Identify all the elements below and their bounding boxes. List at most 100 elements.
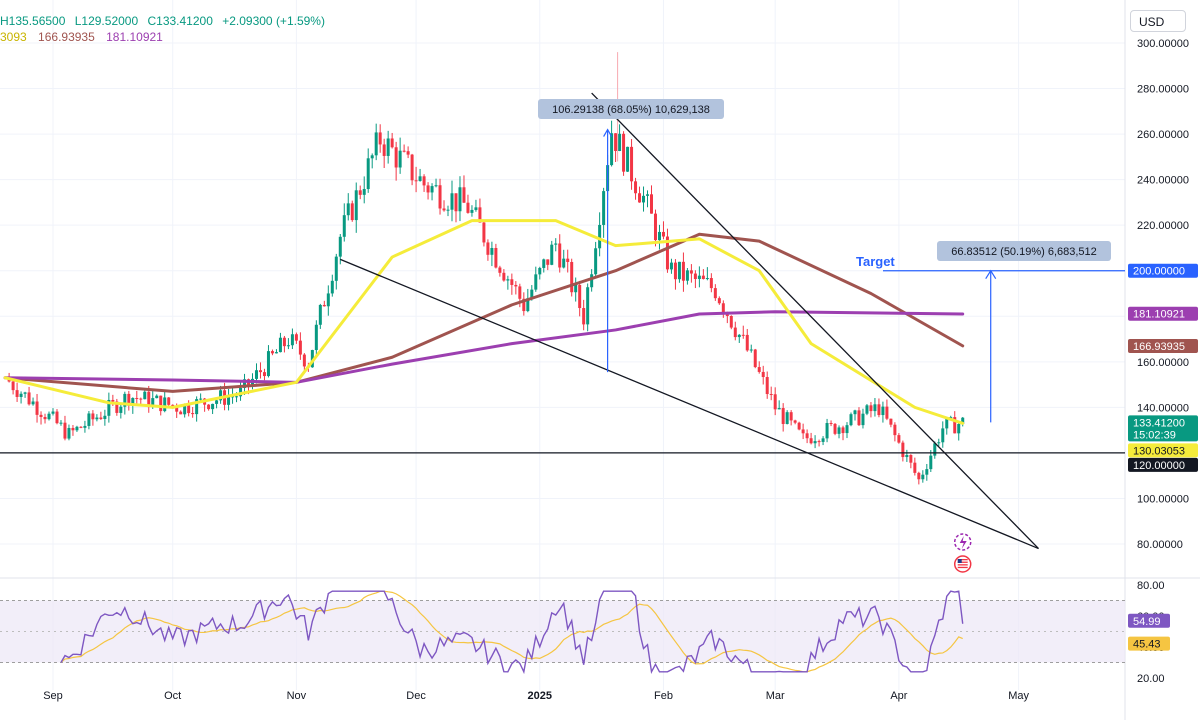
candle-body <box>434 185 438 187</box>
candle-body <box>514 284 518 287</box>
candle-body <box>753 349 757 368</box>
candle-body <box>422 176 426 186</box>
ma-fast-value: 3093 <box>0 30 27 44</box>
candle-body <box>554 243 558 245</box>
price-labels: 200.00000 181.10921 166.93935 133.4120015:0… <box>1128 263 1198 651</box>
price-label-bg <box>1128 263 1198 278</box>
ma-mid-value: 166.93935 <box>38 30 95 44</box>
candle-body <box>705 278 709 280</box>
price-tick-label: 280.00000 <box>1137 84 1189 96</box>
candle-body <box>302 354 306 367</box>
rsi-value-text: 54.99 <box>1133 616 1161 628</box>
candle-body <box>147 391 151 408</box>
price-tick-label: 80.00000 <box>1137 539 1183 551</box>
candle-body <box>382 144 386 156</box>
ohlc-close: C133.41200 <box>147 14 213 28</box>
time-tick-label: Sep <box>43 690 63 702</box>
candle-body <box>494 247 498 268</box>
candle-body <box>386 138 390 156</box>
candle-body <box>689 270 693 274</box>
candle-body <box>642 195 646 203</box>
candle-body <box>809 438 813 444</box>
candle-body <box>709 278 713 289</box>
candle-body <box>893 424 897 436</box>
candle-body <box>857 410 861 426</box>
candle-body <box>829 423 833 425</box>
candle-body <box>526 298 530 312</box>
candle-body <box>793 420 797 423</box>
candle-body <box>454 193 458 212</box>
candle-body <box>486 242 490 255</box>
candle-body <box>258 370 262 373</box>
candle-body <box>713 288 717 299</box>
price-tick-label: 240.00000 <box>1137 175 1189 187</box>
ohlc-change: +2.09300 (+1.59%) <box>222 14 325 28</box>
candle-body <box>873 404 877 412</box>
candle-body <box>95 417 99 420</box>
candle-body <box>837 427 841 434</box>
candle-body <box>757 367 761 372</box>
measure-label-2: 66.83512 (50.19%) 6,683,512 <box>937 241 1111 261</box>
candle-body <box>610 133 614 166</box>
candle-body <box>462 187 466 203</box>
candle-body <box>558 243 562 268</box>
moving-average-line <box>3 232 965 393</box>
candle-body <box>15 390 19 397</box>
candle-body <box>119 406 123 413</box>
candle-body <box>498 267 502 273</box>
candle-body <box>582 308 586 325</box>
candle-body <box>845 425 849 434</box>
price-label-text: 181.10921 <box>1133 309 1185 321</box>
candle-body <box>338 236 342 257</box>
candle-body <box>270 351 274 354</box>
candle-body <box>825 423 829 439</box>
countdown-label: 15:02:39 <box>1133 429 1176 441</box>
candle-body <box>458 187 462 212</box>
candle-body <box>219 390 223 401</box>
flag-stripe <box>957 559 968 561</box>
candle-body <box>47 413 51 420</box>
candle-body <box>23 392 27 394</box>
time-axis[interactable]: Sep Oct Nov Dec 2025 Feb Mar Apr May <box>43 690 1029 702</box>
candle-body <box>99 417 103 419</box>
candle-body <box>889 418 893 425</box>
candle-body <box>370 155 374 159</box>
candle-body <box>638 193 642 203</box>
moving-average-line <box>3 219 965 425</box>
trendline-drawings[interactable]: 106.29138 (68.05%) 10,629,138 66.83512 (5… <box>0 92 1125 550</box>
candle-body <box>490 247 494 255</box>
candle-body <box>346 203 350 216</box>
candle-body <box>111 399 115 402</box>
candle-body <box>11 381 15 391</box>
candle-body <box>913 462 917 473</box>
ohlc-high: H135.56500 <box>0 14 66 28</box>
price-axis[interactable]: 300.00000 280.00000 260.00000 240.00000 220.… <box>1137 38 1189 685</box>
candle-body <box>115 401 119 413</box>
candle-body <box>522 298 526 312</box>
lightning-glyph <box>959 536 967 549</box>
measure-label-1: 106.29138 (68.05%) 10,629,138 <box>538 99 724 119</box>
candle-body <box>39 414 43 417</box>
candle-body <box>665 236 669 270</box>
ma-slow-value: 181.10921 <box>106 30 163 44</box>
candle-body <box>685 270 689 281</box>
currency-selector[interactable]: USD <box>1130 10 1186 32</box>
candle-body <box>897 435 901 443</box>
price-label-bg <box>1128 443 1198 458</box>
candle-body <box>414 180 418 182</box>
candle-body <box>929 455 933 470</box>
candle-body <box>657 231 661 241</box>
candle-body <box>661 231 665 237</box>
candle-body <box>430 186 434 193</box>
candle-body <box>195 399 199 415</box>
candle-body <box>167 397 171 405</box>
candle-body <box>135 398 139 400</box>
candle-body <box>953 417 957 434</box>
event-icons[interactable] <box>953 533 972 573</box>
candle-body <box>286 345 290 347</box>
candle-body <box>729 315 733 328</box>
candle-body <box>849 414 853 426</box>
candle-body <box>841 427 845 434</box>
candle-body <box>254 370 258 379</box>
